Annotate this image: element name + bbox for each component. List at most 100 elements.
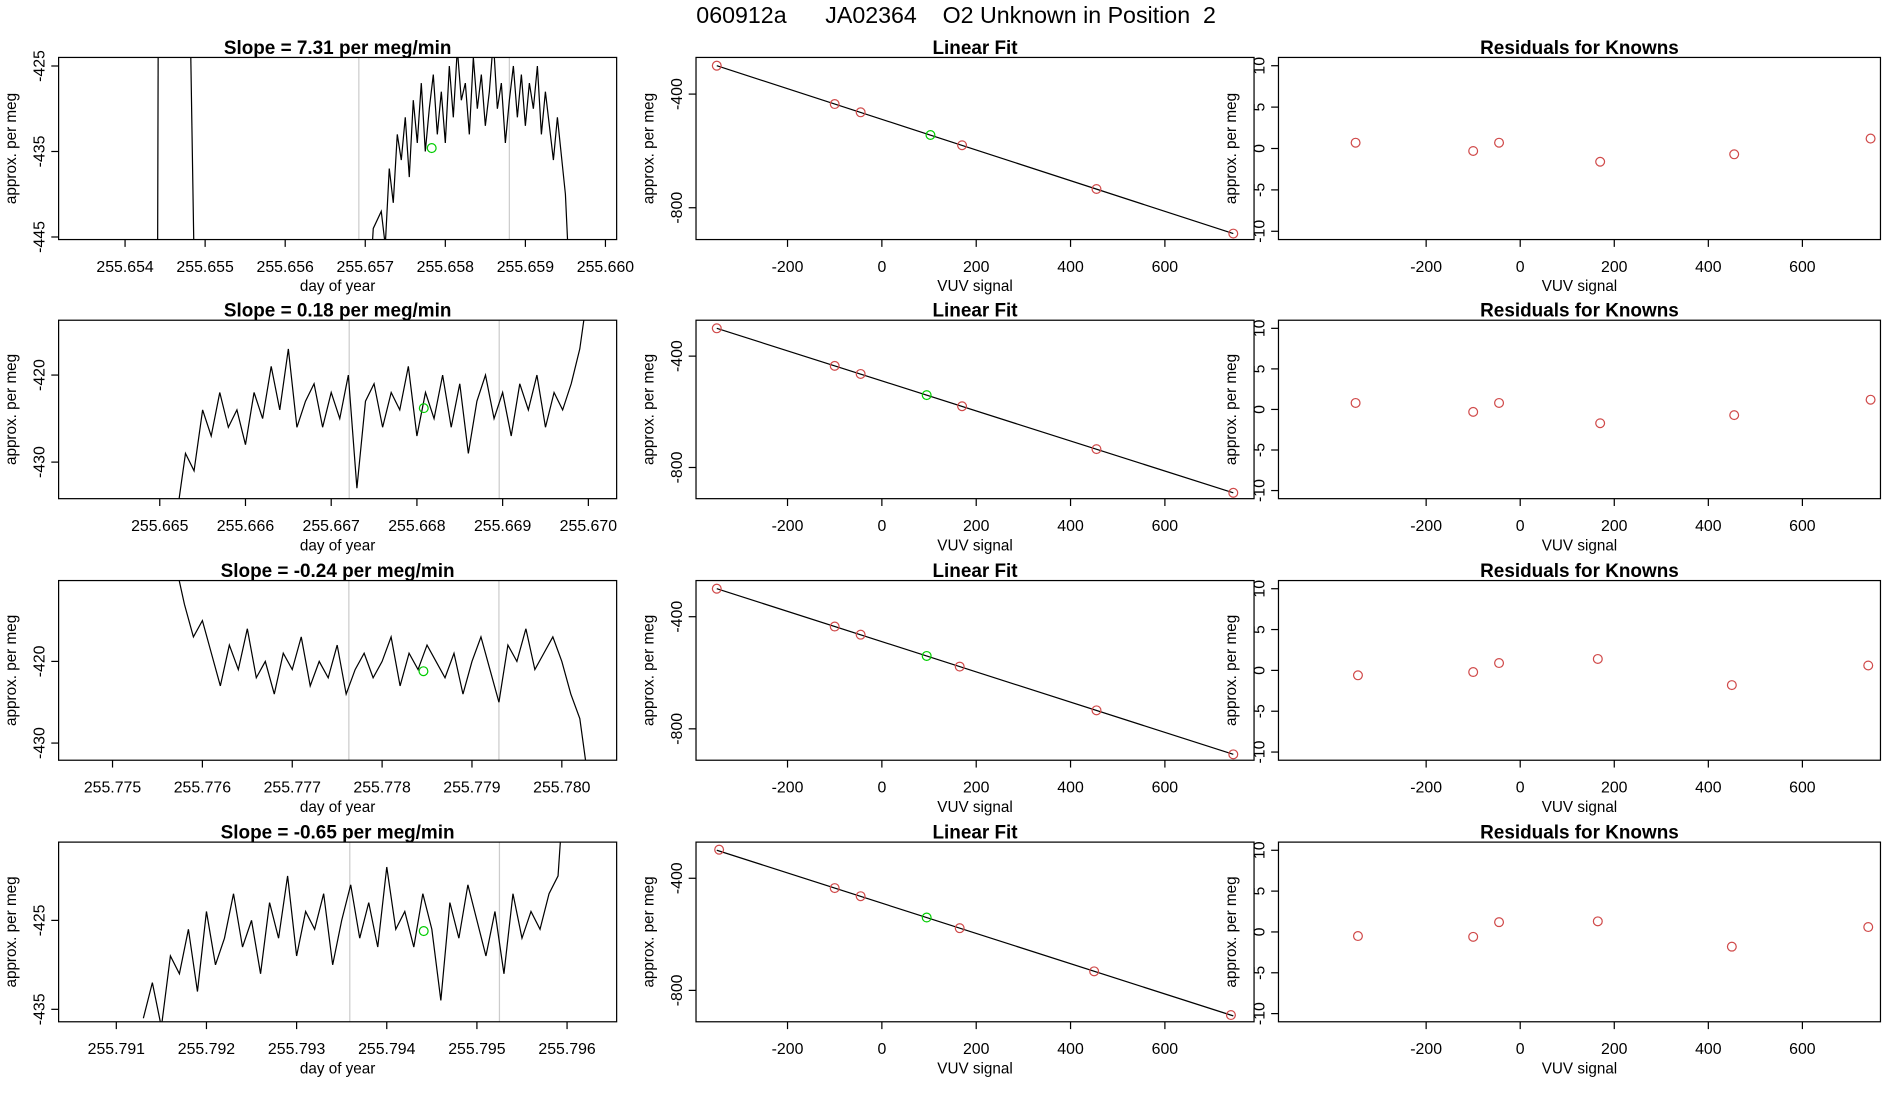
- data-point: [1352, 670, 1363, 681]
- y-axis-label: approx. per meg: [1223, 615, 1240, 726]
- data-point: [1091, 183, 1102, 194]
- x-tick-label: 0: [877, 518, 886, 535]
- y-axis-label: approx. per meg: [3, 615, 20, 726]
- y-axis-label: approx. per meg: [1223, 876, 1240, 987]
- data-point: [426, 143, 437, 154]
- plot-frame: [1277, 841, 1882, 1023]
- plot-frame: [58, 841, 618, 1023]
- y-tick-label: 0: [1251, 927, 1268, 936]
- x-tick-label: 600: [1789, 259, 1816, 276]
- data-point: [1729, 410, 1740, 421]
- x-tick-label: 400: [1695, 780, 1722, 797]
- panel-title: Slope = 7.31 per meg/min: [224, 38, 452, 59]
- data-point: [1726, 941, 1737, 952]
- data-point: [1863, 922, 1874, 933]
- x-tick-label: 0: [1516, 518, 1525, 535]
- data-point: [855, 891, 866, 902]
- plot-area: [157, 57, 569, 240]
- panel: Slope = -0.24 per meg/min day of year appr…: [3, 561, 618, 816]
- data-point: [855, 629, 866, 640]
- x-tick-label: 600: [1152, 780, 1179, 797]
- data-line: [716, 849, 1234, 1017]
- panel: Slope = 0.18 per meg/min day of year appro…: [3, 301, 618, 554]
- data-point: [1468, 145, 1479, 156]
- x-tick-label: 0: [1516, 1041, 1525, 1058]
- x-tick-label: 400: [1057, 1041, 1084, 1058]
- panel: Linear Fit VUV signal approx. per meg -200 0…: [641, 301, 1255, 554]
- panel: Residuals for Knowns VUV signal approx. pe…: [1223, 561, 1882, 816]
- y-tick-label: -425: [31, 904, 48, 936]
- data-point: [1468, 406, 1479, 417]
- y-tick-label: 10: [1251, 841, 1268, 859]
- x-tick-label: 255.779: [443, 780, 501, 797]
- x-tick-label: 255.667: [303, 518, 361, 535]
- data-line: [157, 57, 569, 240]
- x-tick-label: 255.796: [538, 1041, 596, 1058]
- data-point: [829, 99, 840, 110]
- panel-title: Residuals for Knowns: [1480, 301, 1679, 322]
- data-point: [1726, 680, 1737, 691]
- data-point: [954, 923, 965, 934]
- y-tick-label: 0: [1251, 666, 1268, 675]
- x-tick-label: 600: [1789, 518, 1816, 535]
- x-tick-label: 600: [1789, 780, 1816, 797]
- x-tick-label: 200: [963, 518, 990, 535]
- x-axis-label: VUV signal: [1542, 799, 1617, 816]
- panel-title: Linear Fit: [932, 561, 1018, 582]
- y-tick-label: -800: [669, 713, 686, 745]
- data-point: [1091, 444, 1102, 455]
- data-point: [1352, 931, 1363, 942]
- panel: Linear Fit VUV signal approx. per meg -200 0…: [641, 823, 1255, 1077]
- data-point: [1592, 916, 1603, 927]
- y-tick-label: 5: [1251, 364, 1268, 373]
- y-axis-label: approx. per meg: [3, 876, 20, 987]
- x-tick-label: 400: [1695, 518, 1722, 535]
- x-tick-label: 255.659: [497, 259, 555, 276]
- data-point: [711, 60, 722, 71]
- y-tick-label: 5: [1251, 103, 1268, 112]
- data-point: [829, 621, 840, 632]
- panel-title: Residuals for Knowns: [1480, 561, 1679, 582]
- plot-frame: [58, 56, 618, 241]
- x-tick-label: 255.666: [217, 518, 275, 535]
- data-point: [711, 583, 722, 594]
- data-point: [921, 912, 932, 923]
- x-tick-label: 255.658: [417, 259, 475, 276]
- plot-frame: [1277, 319, 1882, 500]
- data-point: [1494, 658, 1505, 669]
- panel: Linear Fit VUV signal approx. per meg -200 0…: [641, 561, 1255, 816]
- data-point: [1494, 397, 1505, 408]
- plot-area: [1352, 916, 1874, 952]
- data-point: [957, 140, 968, 151]
- x-tick-label: 600: [1152, 518, 1179, 535]
- data-point: [1228, 228, 1239, 239]
- y-tick-label: -435: [31, 135, 48, 167]
- data-point: [1592, 653, 1603, 664]
- panel-title: Slope = -0.65 per meg/min: [221, 823, 455, 844]
- x-tick-label: 0: [1516, 259, 1525, 276]
- plot-frame: [695, 319, 1255, 500]
- plot-frame: [695, 841, 1255, 1023]
- plot-frame: [695, 579, 1255, 761]
- x-tick-label: 255.668: [388, 518, 446, 535]
- x-tick-label: 600: [1152, 259, 1179, 276]
- figure-title: 060912a JA02364 O2 Unknown in Position 2: [696, 2, 1216, 28]
- panel-title: Slope = -0.24 per meg/min: [221, 561, 455, 582]
- x-axis-label: day of year: [300, 278, 375, 295]
- x-axis-label: day of year: [300, 537, 375, 554]
- data-point: [954, 661, 965, 672]
- x-tick-label: 255.660: [577, 259, 635, 276]
- x-tick-label: 400: [1695, 1041, 1722, 1058]
- x-tick-label: 255.792: [178, 1041, 236, 1058]
- x-tick-label: 255.778: [353, 780, 411, 797]
- y-tick-label: -400: [669, 78, 686, 110]
- y-tick-label: -400: [669, 340, 686, 372]
- plot-area: [178, 580, 587, 761]
- y-tick-label: -445: [31, 221, 48, 253]
- data-point: [1091, 705, 1102, 716]
- data-point: [829, 883, 840, 894]
- x-tick-label: 255.775: [84, 780, 142, 797]
- panel-title: Residuals for Knowns: [1480, 823, 1679, 844]
- data-point: [921, 390, 932, 401]
- data-point: [1350, 137, 1361, 148]
